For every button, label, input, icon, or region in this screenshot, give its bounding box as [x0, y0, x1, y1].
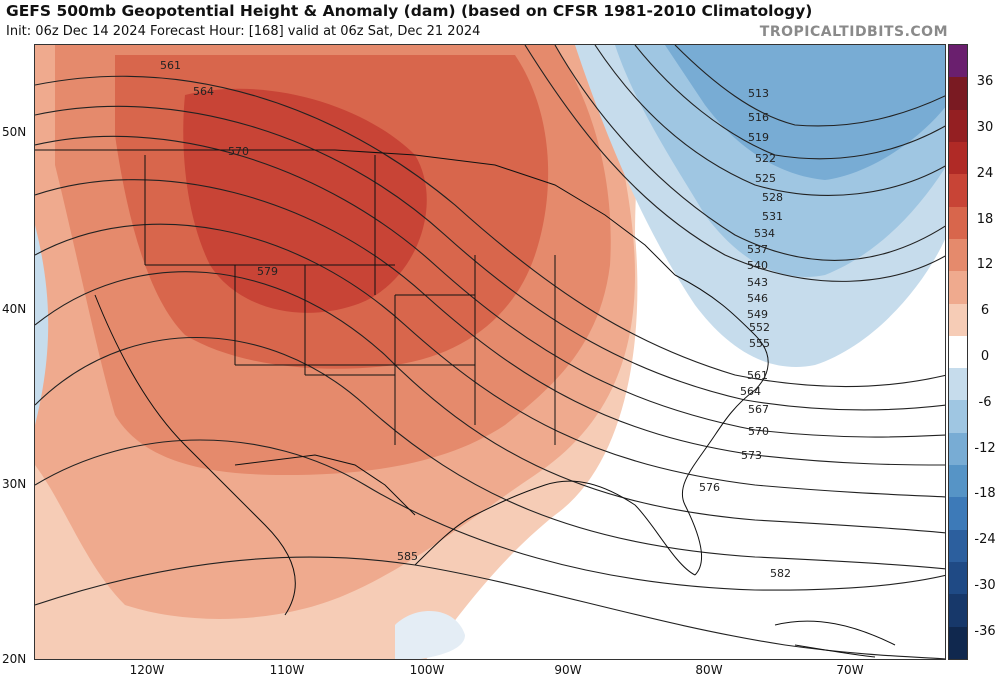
colorbar-label: -30	[974, 577, 996, 593]
contour-label-522: 522	[755, 152, 776, 165]
height-contours	[35, 45, 945, 659]
lat-label-30n: 30N	[2, 477, 27, 491]
contour-label-546: 546	[747, 292, 768, 305]
colorbar-label: -36	[974, 623, 996, 639]
colorbar-label: 36	[976, 74, 994, 90]
contour-label-570b: 570	[748, 425, 769, 438]
lat-label-50n: 50N	[2, 125, 27, 139]
anomaly-colorbar	[948, 44, 968, 660]
anomaly-south-negative	[395, 611, 465, 659]
contour-labels: 561 564 570 579 585 513 516 519 522 525 …	[160, 59, 791, 580]
lon-label-100w: 100W	[409, 663, 445, 677]
anomaly-negative-18	[665, 45, 945, 180]
colorbar-label: 30	[976, 120, 994, 136]
map-panel: 561 564 570 579 585 513 516 519 522 525 …	[34, 44, 946, 660]
contour-label-528: 528	[762, 191, 783, 204]
contour-label-561b: 561	[747, 369, 768, 382]
colorbar-label: -6	[978, 394, 992, 410]
contour-label-513: 513	[748, 87, 769, 100]
contour-label-525: 525	[755, 172, 776, 185]
contour-label-537: 537	[747, 243, 768, 256]
colorbar-label: -18	[974, 486, 996, 502]
anomaly-west-negative	[35, 225, 49, 425]
contour-label-573: 573	[741, 449, 762, 462]
lon-label-90w: 90W	[554, 663, 582, 677]
colorbar-swatch	[949, 206, 967, 239]
colorbar-swatch	[949, 562, 967, 595]
colorbar-swatch	[949, 529, 967, 562]
contour-label-543: 543	[747, 276, 768, 289]
lon-label-70w: 70W	[836, 663, 864, 677]
colorbar-swatch	[949, 594, 967, 627]
contour-label-540: 540	[747, 259, 768, 272]
colorbar-swatch	[949, 626, 967, 659]
colorbar-label: 24	[976, 165, 994, 181]
contour-label-576: 576	[699, 481, 720, 494]
contour-label-519: 519	[748, 131, 769, 144]
contour-label-585: 585	[397, 550, 418, 563]
contour-label-516: 516	[748, 111, 769, 124]
contour-label-549: 549	[747, 308, 768, 321]
contour-label-564b: 564	[740, 385, 761, 398]
colorbar-label: 0	[980, 349, 990, 364]
colorbar-swatch	[949, 238, 967, 272]
lon-label-80w: 80W	[695, 663, 723, 677]
colorbar-swatch	[949, 303, 967, 336]
colorbar-swatch	[949, 368, 967, 401]
contour-label-582: 582	[770, 567, 791, 580]
colorbar-swatch	[949, 271, 967, 304]
coastlines	[35, 149, 896, 658]
colorbar-label: -12	[974, 440, 996, 456]
chart-subtitle: Init: 06z Dec 14 2024 Forecast Hour: [16…	[6, 24, 481, 39]
colorbar-swatch	[949, 465, 967, 498]
colorbar-label: -24	[974, 532, 996, 548]
anomaly-positive-30	[183, 88, 427, 313]
colorbar-swatch	[949, 45, 967, 78]
contour-label-567: 567	[748, 403, 769, 416]
colorbar-swatch	[949, 400, 967, 433]
colorbar-swatch	[949, 141, 967, 175]
lon-label-120w: 120W	[129, 663, 165, 677]
contour-label-564a: 564	[193, 85, 214, 98]
brand-watermark: TROPICALTIDBITS.COM	[759, 24, 948, 40]
colorbar-swatch	[949, 174, 967, 207]
lat-label-40n: 40N	[2, 302, 27, 316]
lat-label-20n: 20N	[2, 652, 27, 666]
contour-label-552: 552	[749, 321, 770, 334]
colorbar-label: 6	[980, 303, 990, 319]
lon-label-110w: 110W	[269, 663, 305, 677]
colorbar-label: 12	[976, 257, 994, 273]
map-svg: 561 564 570 579 585 513 516 519 522 525 …	[35, 45, 945, 659]
contour-label-570a: 570	[228, 145, 249, 158]
contour-label-534: 534	[754, 227, 775, 240]
colorbar-swatch	[949, 432, 967, 466]
contour-label-555: 555	[749, 337, 770, 350]
contour-label-531: 531	[762, 210, 783, 223]
colorbar-swatch	[949, 497, 967, 530]
chart-title: GEFS 500mb Geopotential Height & Anomaly…	[6, 2, 813, 20]
colorbar-swatch	[949, 335, 967, 369]
contour-label-561a: 561	[160, 59, 181, 72]
colorbar-swatch	[949, 109, 967, 142]
contour-label-579: 579	[257, 265, 278, 278]
colorbar-label: 18	[976, 211, 994, 227]
colorbar-swatch	[949, 77, 967, 110]
